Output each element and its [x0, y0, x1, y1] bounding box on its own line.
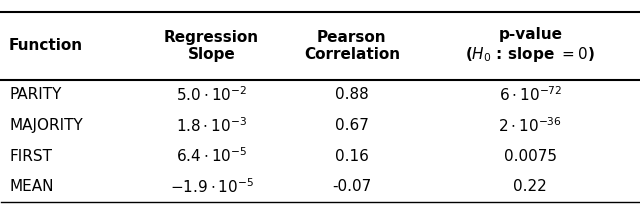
Text: Function: Function [9, 38, 83, 53]
Text: MAJORITY: MAJORITY [9, 118, 83, 133]
Text: 0.67: 0.67 [335, 118, 369, 133]
Text: Regression
Slope: Regression Slope [164, 30, 259, 62]
Text: MEAN: MEAN [9, 179, 54, 194]
Text: 0.0075: 0.0075 [504, 149, 557, 164]
Text: $6.4 \cdot 10^{-5}$: $6.4 \cdot 10^{-5}$ [176, 147, 247, 165]
Text: FIRST: FIRST [9, 149, 52, 164]
Text: 0.88: 0.88 [335, 87, 369, 102]
Text: $-1.9 \cdot 10^{-5}$: $-1.9 \cdot 10^{-5}$ [170, 177, 253, 196]
Text: $2 \cdot 10^{-36}$: $2 \cdot 10^{-36}$ [499, 116, 563, 135]
Text: PARITY: PARITY [9, 87, 61, 102]
Text: p-value
($H_0$ : slope $= 0$): p-value ($H_0$ : slope $= 0$) [465, 27, 595, 64]
Text: 0.16: 0.16 [335, 149, 369, 164]
Text: $1.8 \cdot 10^{-3}$: $1.8 \cdot 10^{-3}$ [176, 116, 247, 135]
Text: $6 \cdot 10^{-72}$: $6 \cdot 10^{-72}$ [499, 86, 562, 104]
Text: -0.07: -0.07 [332, 179, 371, 194]
Text: $5.0 \cdot 10^{-2}$: $5.0 \cdot 10^{-2}$ [176, 86, 247, 104]
Text: 0.22: 0.22 [513, 179, 547, 194]
Text: Pearson
Correlation: Pearson Correlation [304, 30, 400, 62]
